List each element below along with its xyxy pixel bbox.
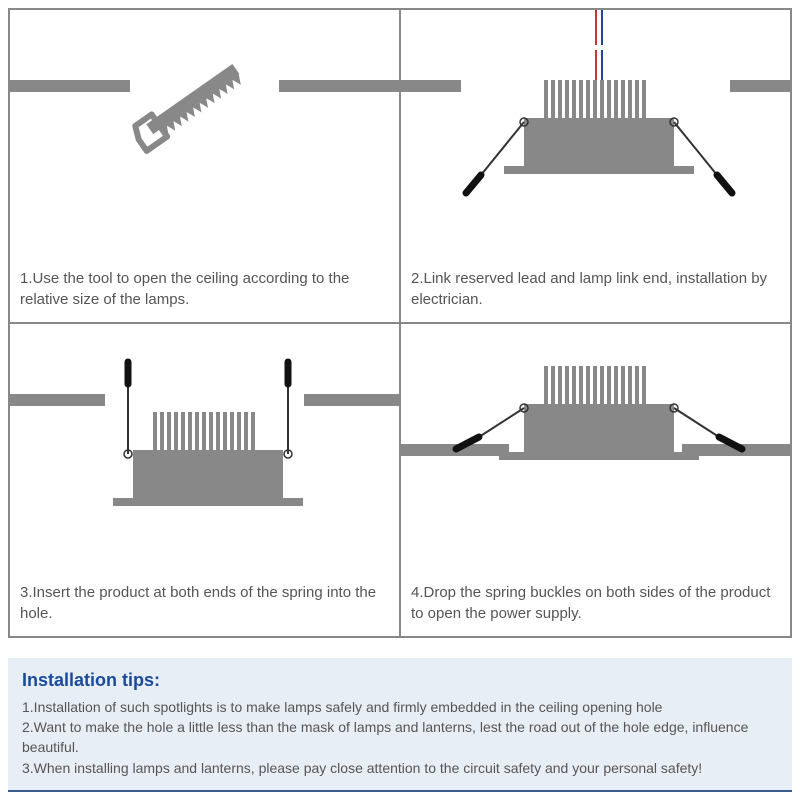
step-4-caption: 4.Drop the spring buckles on both sides … (401, 575, 790, 636)
springs (401, 324, 791, 524)
tip-3: 3.When installing lamps and lanterns, pl… (22, 758, 778, 778)
step-3-diagram (10, 324, 399, 575)
step-1-caption: 1.Use the tool to open the ceiling accor… (10, 261, 399, 322)
ceiling-left (10, 80, 130, 92)
instruction-grid: 1.Use the tool to open the ceiling accor… (8, 8, 792, 638)
step-2-cell: 2.Link reserved lead and lamp link end, … (400, 9, 791, 323)
tips-panel: Installation tips: 1.Installation of suc… (8, 658, 792, 792)
step-2-diagram (401, 10, 790, 261)
tip-1: 1.Installation of such spotlights is to … (22, 697, 778, 717)
step-1-diagram (10, 10, 399, 261)
saw-icon (125, 30, 275, 180)
tip-2: 2.Want to make the hole a little less th… (22, 717, 778, 758)
step-4-diagram (401, 324, 790, 575)
tips-title: Installation tips: (22, 670, 778, 691)
step-2-caption: 2.Link reserved lead and lamp link end, … (401, 261, 790, 322)
step-3-caption: 3.Insert the product at both ends of the… (10, 575, 399, 636)
springs (10, 324, 400, 524)
step-1-cell: 1.Use the tool to open the ceiling accor… (9, 9, 400, 323)
step-3-cell: 3.Insert the product at both ends of the… (9, 323, 400, 637)
springs (401, 10, 791, 210)
ceiling-right (279, 80, 399, 92)
step-4-cell: 4.Drop the spring buckles on both sides … (400, 323, 791, 637)
